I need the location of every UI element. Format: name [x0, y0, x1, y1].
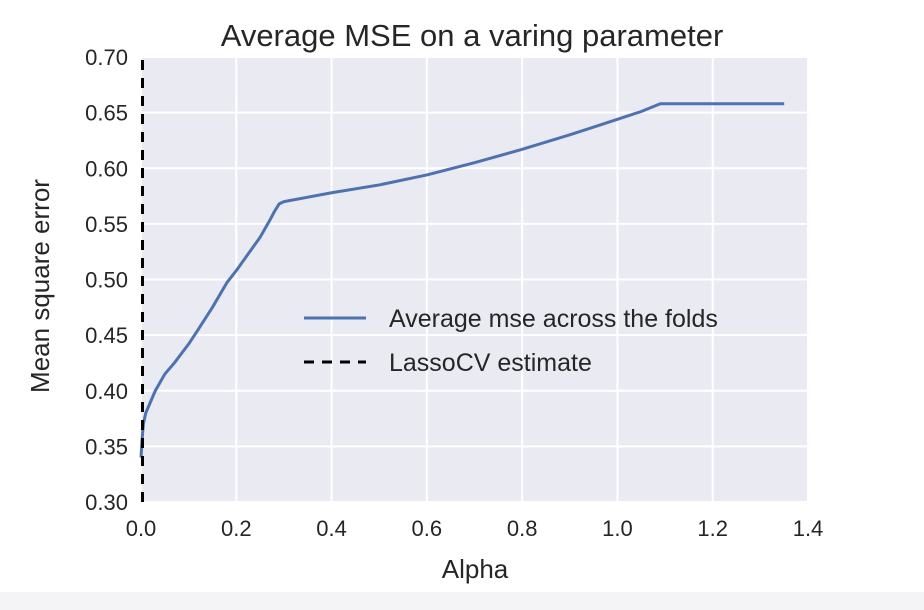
legend: Average mse across the folds LassoCV est… [304, 305, 718, 377]
y-axis-label: Mean square error [25, 179, 55, 393]
x-tick-label: 1.2 [697, 516, 728, 541]
x-tick-label: 1.4 [793, 516, 824, 541]
x-tick-label: 0.0 [126, 516, 157, 541]
average-mse-series-line [139, 102, 785, 458]
y-tick-label: 0.30 [85, 490, 128, 515]
y-tick-label: 0.45 [85, 323, 128, 348]
chart-title: Average MSE on a varing parameter [221, 18, 724, 53]
x-axis-label: Alpha [442, 554, 509, 584]
x-tick-label: 1.0 [602, 516, 633, 541]
series-layer [139, 57, 785, 502]
y-tick-label: 0.65 [85, 101, 128, 126]
y-tick-label: 0.70 [85, 45, 128, 70]
x-tick-label: 0.4 [316, 516, 347, 541]
x-tick-label: 0.2 [221, 516, 252, 541]
x-tick-label: 0.8 [507, 516, 538, 541]
y-tick-label: 0.55 [85, 212, 128, 237]
y-tick-label: 0.35 [85, 434, 128, 459]
y-tick-label: 0.60 [85, 156, 128, 181]
y-tick-label: 0.40 [85, 379, 128, 404]
mse-line-chart: 0.0 0.2 0.4 0.6 0.8 1.0 1.2 1.4 0.30 0.35 0.40 0.4… [25, 18, 824, 584]
x-tick-labels: 0.0 0.2 0.4 0.6 0.8 1.0 1.2 1.4 [126, 516, 824, 541]
legend-label-lassocv: LassoCV estimate [389, 349, 592, 377]
y-tick-label: 0.50 [85, 268, 128, 293]
y-tick-labels: 0.30 0.35 0.40 0.45 0.50 0.55 0.60 0.65 0.70 [85, 45, 128, 515]
x-tick-label: 0.6 [412, 516, 443, 541]
bottom-strip [0, 592, 924, 610]
grid-lines [140, 56, 809, 503]
legend-label-average-mse: Average mse across the folds [389, 305, 718, 333]
